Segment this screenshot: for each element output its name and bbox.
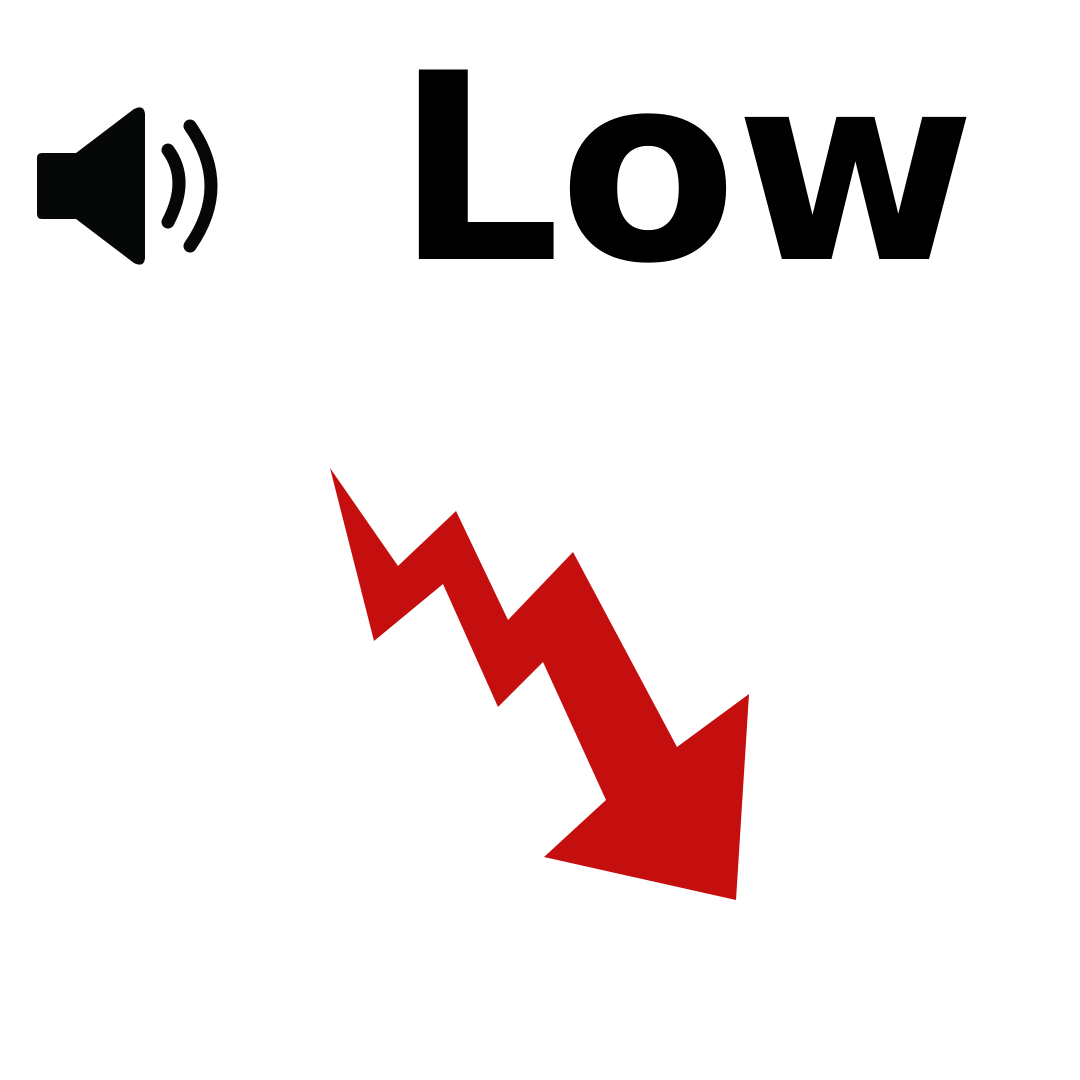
sound-wave-small [161,143,186,229]
sound-wave-large [183,119,218,253]
vocabulary-word: Low [395,19,976,321]
arrow-shape [330,468,749,900]
downward-trend-arrow-icon [320,460,760,910]
speaker-icon[interactable] [30,100,230,272]
speaker-cone [37,107,145,265]
